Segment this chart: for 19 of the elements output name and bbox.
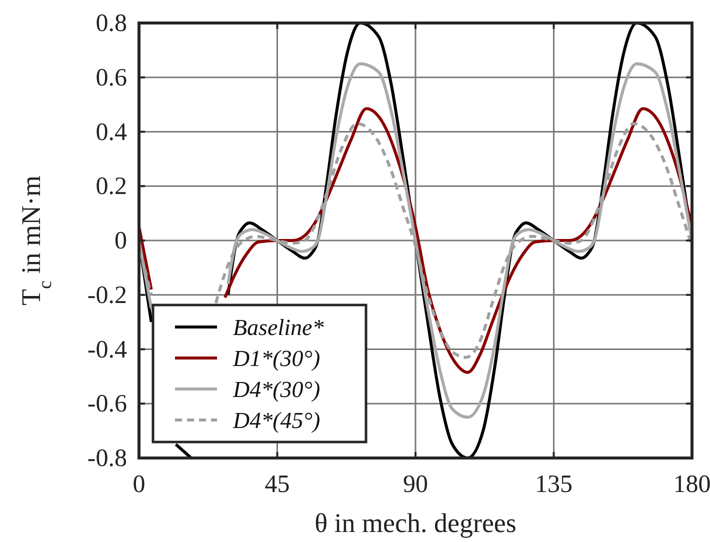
y-tick-label: 0.6 xyxy=(96,64,127,92)
y-tick-label: -0.6 xyxy=(87,390,127,418)
x-axis-title: θ in mech. degrees xyxy=(314,508,516,538)
y-tick-label: 0.2 xyxy=(96,173,127,200)
x-tick-label: 90 xyxy=(403,471,428,498)
legend-label: Baseline* xyxy=(233,315,324,340)
x-tick-label: 0 xyxy=(132,471,146,498)
legend-label: D1*(30°) xyxy=(232,346,320,371)
legend-label: D4*(30°) xyxy=(232,377,320,402)
legend-label: D4*(45°) xyxy=(232,408,320,433)
y-tick-label: -0.2 xyxy=(87,282,127,309)
y-tick-label: -0.8 xyxy=(87,445,127,472)
y-tick-label: 0 xyxy=(114,228,127,254)
y-tick-label: -0.4 xyxy=(87,336,128,364)
y-tick-label: 0.4 xyxy=(96,118,128,146)
x-tick-label: 45 xyxy=(264,471,290,498)
x-tick-label: 135 xyxy=(535,471,572,498)
x-tick-label: 180 xyxy=(673,471,710,498)
y-tick-label: 0.8 xyxy=(96,10,127,37)
